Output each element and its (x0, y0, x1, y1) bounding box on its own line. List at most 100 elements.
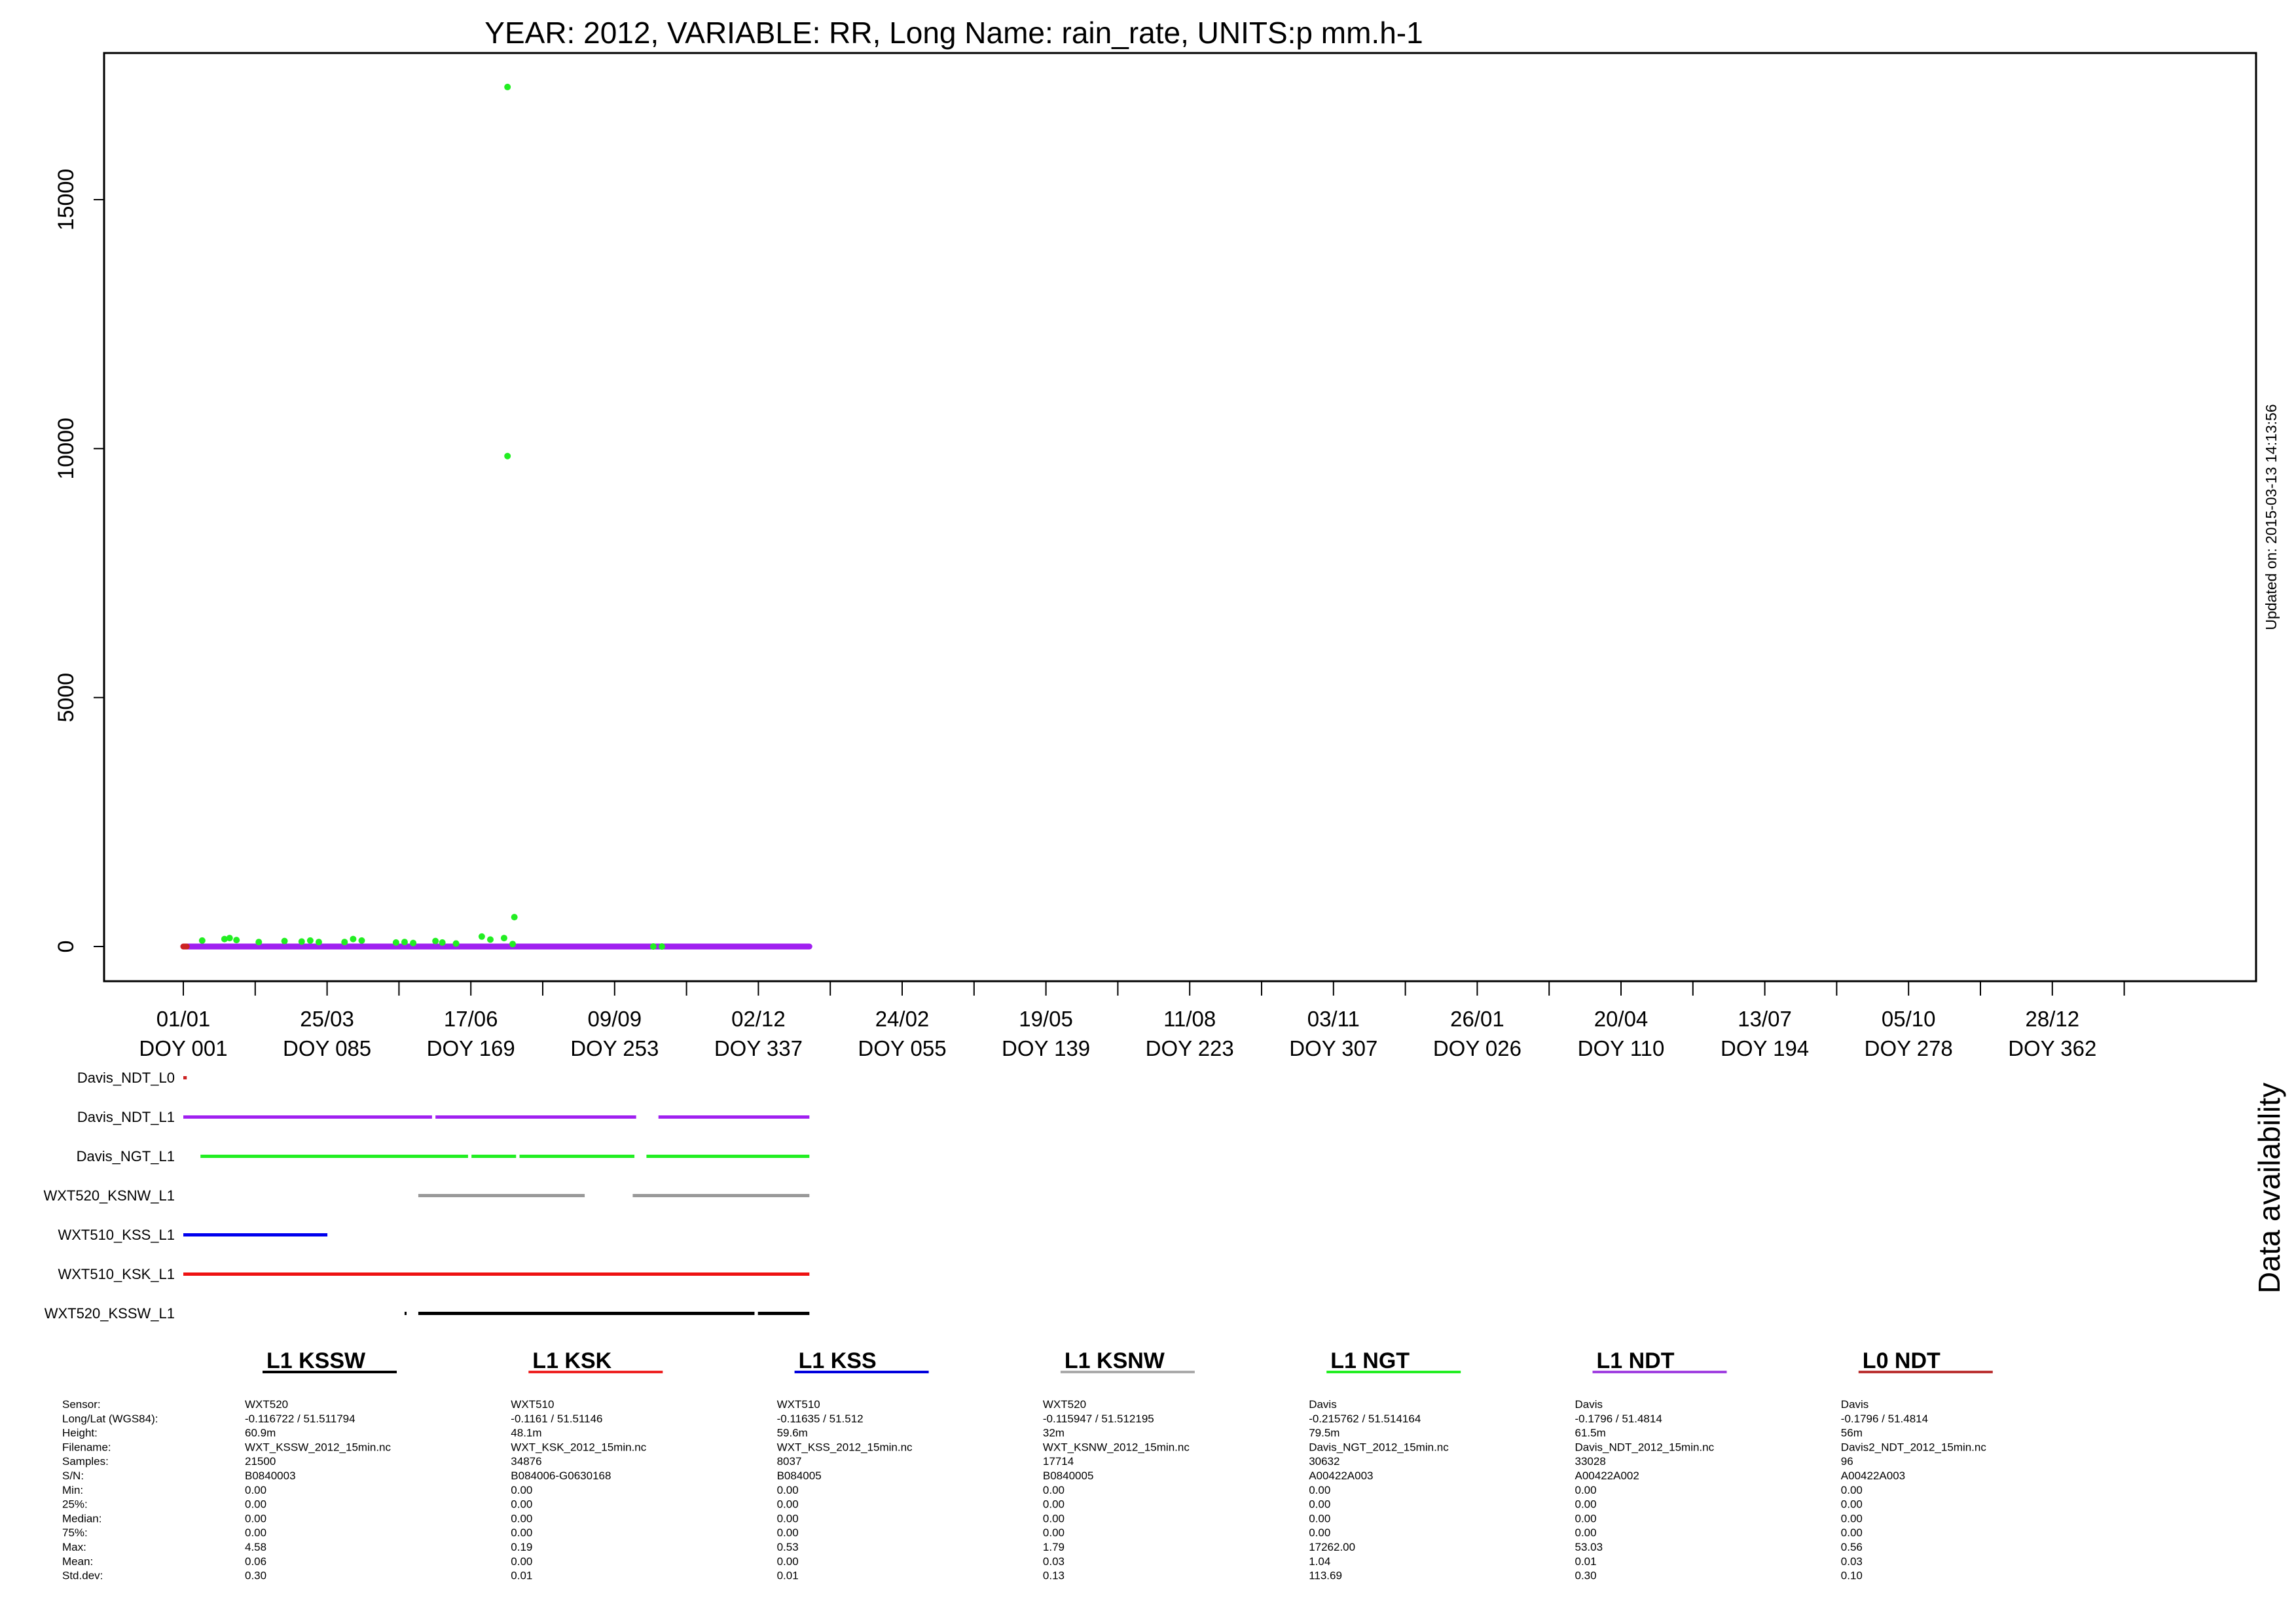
stats-value: -0.1796 / 51.4814 (1575, 1413, 1662, 1425)
stats-value: 0.00 (1841, 1526, 1863, 1539)
stats-column-title: L1 NDT (1597, 1348, 1675, 1373)
stats-row-label: Filename: (62, 1441, 111, 1453)
availability-segment (646, 1155, 810, 1158)
stats-value: -0.1161 / 51.51146 (511, 1413, 602, 1425)
stats-value: 0.30 (1575, 1570, 1597, 1582)
availability-row-label: Davis_NDT_L0 (77, 1070, 175, 1086)
stats-value: 0.00 (1575, 1526, 1597, 1539)
availability-segment (435, 1115, 636, 1119)
stats-value: 0.00 (511, 1555, 532, 1568)
x-doy-label: DOY 026 (1433, 1036, 1522, 1060)
stats-column-title: L1 KSS (799, 1348, 877, 1373)
stats-row-label: 25%: (62, 1498, 88, 1511)
availability-row-label: Davis_NGT_L1 (77, 1148, 175, 1164)
stats-value: -0.115947 / 51.512195 (1043, 1413, 1154, 1425)
stats-table: Sensor: Long/Lat (WGS84): Height: Filename:… (62, 1348, 1993, 1582)
availability-segment (200, 1155, 468, 1158)
stats-value: 0.00 (1841, 1484, 1863, 1496)
stats-value: 0.01 (1575, 1555, 1597, 1568)
y-axis: 0 5000 10000 15000 (54, 169, 105, 952)
stats-value: 113.69 (1309, 1570, 1342, 1582)
x-doy-label: DOY 337 (714, 1036, 803, 1060)
stats-value: 0.00 (1309, 1484, 1330, 1496)
stats-value: 96 (1841, 1455, 1853, 1468)
stats-value: WXT_KSS_2012_15min.nc (777, 1441, 913, 1453)
stats-value: 0.00 (1841, 1512, 1863, 1525)
stats-value: B0840003 (245, 1470, 296, 1482)
stats-value: 0.00 (245, 1512, 266, 1525)
x-doy-label: DOY 085 (283, 1036, 371, 1060)
data-point (226, 935, 233, 942)
x-doy-label: DOY 194 (1721, 1036, 1809, 1060)
stats-value: 0.13 (1043, 1570, 1065, 1582)
x-doy-label: DOY 055 (858, 1036, 946, 1060)
stats-value: 0.00 (1575, 1512, 1597, 1525)
stats-value: 0.56 (1841, 1541, 1863, 1553)
stats-value: Davis (1841, 1398, 1869, 1411)
stats-value: -0.1796 / 51.4814 (1841, 1413, 1928, 1425)
x-date-label: 20/04 (1594, 1007, 1649, 1031)
stats-value: WXT510 (511, 1398, 554, 1411)
stats-value: 30632 (1309, 1455, 1339, 1468)
availability-segment (471, 1155, 517, 1158)
stats-value: Davis_NGT_2012_15min.nc (1309, 1441, 1449, 1453)
stats-value: -0.116722 / 51.511794 (245, 1413, 355, 1425)
x-doy-label: DOY 253 (570, 1036, 659, 1060)
stats-row-label: Std.dev: (62, 1570, 103, 1582)
stats-row-label: Height: (62, 1427, 98, 1439)
stats-value: WXT520 (245, 1398, 288, 1411)
data-point (350, 935, 357, 943)
availability-segment (418, 1312, 755, 1315)
data-point (221, 935, 228, 943)
x-date-label: 03/11 (1307, 1007, 1360, 1031)
x-date-label: 24/02 (875, 1007, 930, 1031)
stats-value: A00422A003 (1309, 1470, 1373, 1482)
stats-column-title: L1 KSSW (266, 1348, 366, 1373)
stats-value: B084005 (777, 1470, 822, 1482)
stats-column-title: L1 KSK (532, 1348, 611, 1373)
stats-value: 21500 (245, 1455, 276, 1468)
x-date-label: 26/01 (1450, 1007, 1504, 1031)
y-tick-label: 5000 (54, 673, 79, 723)
stats-value: 0.00 (1043, 1484, 1065, 1496)
stats-value: 17714 (1043, 1455, 1074, 1468)
stats-value: 0.01 (777, 1570, 799, 1582)
stats-row-label: 75%: (62, 1526, 88, 1539)
chart-title: YEAR: 2012, VARIABLE: RR, Long Name: rai… (484, 16, 1423, 50)
stats-value: 61.5m (1575, 1427, 1606, 1439)
data-point (298, 938, 305, 945)
stats-value: B084006-G0630168 (511, 1470, 611, 1482)
data-point (486, 936, 494, 943)
stats-row-label: Mean: (62, 1555, 93, 1568)
stats-value: 0.00 (1043, 1498, 1065, 1511)
stats-value: B0840005 (1043, 1470, 1094, 1482)
x-date-label: 17/06 (444, 1007, 498, 1031)
x-axis: 01/01 DOY 001 25/03 DOY 085 17/06 DOY 169 09/0… (139, 981, 2125, 1060)
stats-value: 48.1m (511, 1427, 541, 1439)
stats-value: 32m (1043, 1427, 1065, 1439)
data-point (504, 452, 511, 460)
availability-segment (632, 1194, 810, 1197)
data-point (410, 939, 417, 947)
x-date-label: 25/03 (300, 1007, 354, 1031)
availability-row-label: Davis_NDT_L1 (77, 1109, 175, 1125)
stats-value: 0.01 (511, 1570, 532, 1582)
stats-value: 1.79 (1043, 1541, 1065, 1553)
data-point (478, 933, 485, 940)
x-doy-label: DOY 169 (427, 1036, 515, 1060)
x-doy-label: DOY 001 (139, 1036, 227, 1060)
x-doy-label: DOY 223 (1146, 1036, 1234, 1060)
stats-value: 0.06 (245, 1555, 266, 1568)
stats-value: 0.00 (245, 1484, 266, 1496)
stats-value: 0.03 (1043, 1555, 1065, 1568)
stats-value: 0.00 (777, 1526, 799, 1539)
availability-segment (183, 1272, 810, 1276)
stats-value: 0.00 (1841, 1498, 1863, 1511)
availability-row-label: WXT510_KSS_L1 (58, 1227, 175, 1243)
availability-segment (658, 1115, 810, 1119)
updated-timestamp: Updated on: 2015-03-13 14:13:56 (2263, 404, 2280, 630)
stats-row-label: Sensor: (62, 1398, 101, 1411)
stats-value: 0.00 (777, 1498, 799, 1511)
data-point (198, 937, 206, 944)
stats-value: 53.03 (1575, 1541, 1603, 1553)
